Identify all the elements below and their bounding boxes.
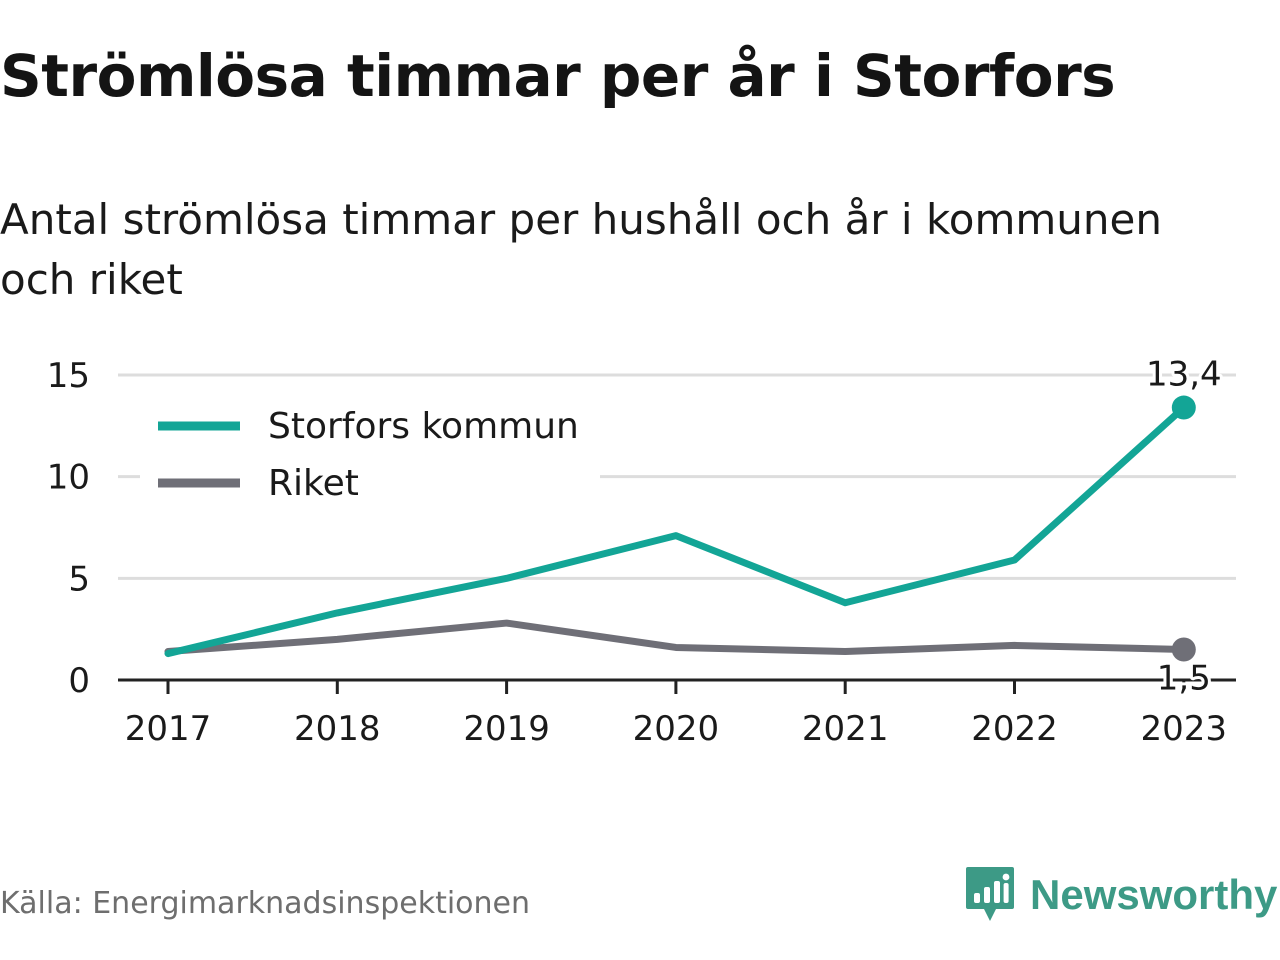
- x-tick-label: 2022: [971, 709, 1058, 749]
- brand-name: Newsworthy: [1030, 871, 1278, 918]
- legend-background: [140, 390, 600, 520]
- data-labels: 1,5 13,4: [1143, 352, 1225, 702]
- brand-logo: Newsworthy: [964, 862, 1277, 928]
- chart-title: Strömlösa timmar per år i Storfors: [0, 42, 1116, 110]
- x-tick-label: 2020: [633, 709, 720, 749]
- legend: Storfors kommun Riket: [140, 390, 600, 520]
- x-tick-label: 2021: [802, 709, 889, 749]
- x-tick-label: 2017: [125, 709, 212, 749]
- legend-label: Storfors kommun: [268, 406, 579, 447]
- end-point-riket: [1171, 637, 1196, 662]
- y-tick-label: 5: [68, 559, 90, 599]
- series-line-storfors-kommun: [164, 404, 1188, 658]
- x-tick-label: 2023: [1141, 709, 1228, 749]
- series-line-riket: [164, 619, 1188, 656]
- y-tick-label: 15: [47, 356, 90, 396]
- x-tick-label: 2019: [463, 709, 550, 749]
- line-chart: 0 5 10 15 2017 2018 2019 2020 2021 2022 2023 Stor…: [47, 352, 1236, 749]
- chart-subtitle: Antal strömlösa timmar per hushåll och å…: [0, 195, 1162, 304]
- x-axis-ticks: 2017 2018 2019 2020 2021 2022 2023: [125, 680, 1227, 749]
- y-tick-label: 0: [68, 661, 90, 701]
- legend-label: Riket: [268, 463, 359, 504]
- end-point-storfors-kommun: [1171, 395, 1196, 420]
- y-tick-label: 10: [47, 458, 90, 498]
- end-label-storfors-kommun: 13,4: [1146, 355, 1222, 395]
- source-note: Källa: Energimarknadsinspektionen: [0, 886, 531, 921]
- series: [164, 395, 1196, 662]
- y-axis-ticks: 0 5 10 15: [47, 356, 90, 701]
- bar-chart-speech-bubble-icon: [966, 867, 1014, 921]
- x-tick-label: 2018: [294, 709, 381, 749]
- end-label-riket: 1,5: [1157, 659, 1211, 699]
